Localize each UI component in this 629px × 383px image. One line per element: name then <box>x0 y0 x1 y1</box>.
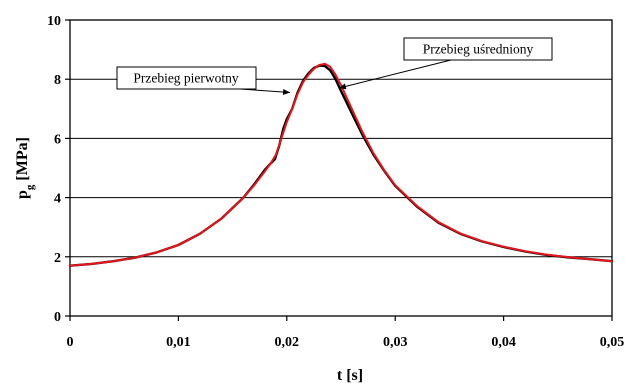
x-tick-label-3: 0,03 <box>383 335 408 350</box>
y-tick-label-1: 2 <box>54 251 61 266</box>
annotation-label-1: Przebieg uśredniony <box>423 42 534 57</box>
y-tick-label-5: 10 <box>47 14 61 29</box>
series-layer <box>68 62 614 267</box>
y-tick-label-3: 6 <box>54 132 61 147</box>
x-tick-label-0: 0 <box>67 335 74 350</box>
annotation-box-1 <box>403 37 553 61</box>
annotation-leader-1 <box>338 59 452 89</box>
annotation-1: Przebieg uśredniony <box>338 37 553 90</box>
annotation-leader-0 <box>239 88 291 94</box>
series-line-1 <box>69 62 613 267</box>
annotation-label-0: Przebieg pierwotny <box>133 71 239 86</box>
y-tick-label-0: 0 <box>54 310 61 325</box>
y-axis: 0 2 4 6 8 10 <box>47 14 70 325</box>
x-axis: 0 0,01 0,02 0,03 0,04 0,05 <box>67 316 625 350</box>
x-tick-label-5: 0,05 <box>600 335 625 350</box>
annotations: Przebieg pierwotny Przebieg uśredniony <box>116 37 553 96</box>
x-axis-title: t [s] <box>337 367 363 383</box>
annotation-box-0 <box>116 66 257 90</box>
annotation-arrowhead-0 <box>282 89 291 96</box>
gridlines <box>70 78 612 258</box>
y-tick-label-4: 8 <box>54 73 61 88</box>
annotation-arrowhead-1 <box>338 83 347 90</box>
y-axis-title-sub: g <box>24 184 36 190</box>
plot-area-frame <box>69 19 613 317</box>
x-tick-label-4: 0,04 <box>491 335 516 350</box>
x-tick-label-1: 0,01 <box>166 335 191 350</box>
annotation-0: Przebieg pierwotny <box>116 66 291 96</box>
x-tick-label-2: 0,02 <box>275 335 300 350</box>
y-tick-label-2: 4 <box>54 192 61 207</box>
series-line-0 <box>68 64 614 267</box>
y-axis-title: pg [MPa] <box>14 137 36 199</box>
y-axis-title-main: p <box>14 190 31 199</box>
y-axis-title-unit: [MPa] <box>14 137 31 185</box>
